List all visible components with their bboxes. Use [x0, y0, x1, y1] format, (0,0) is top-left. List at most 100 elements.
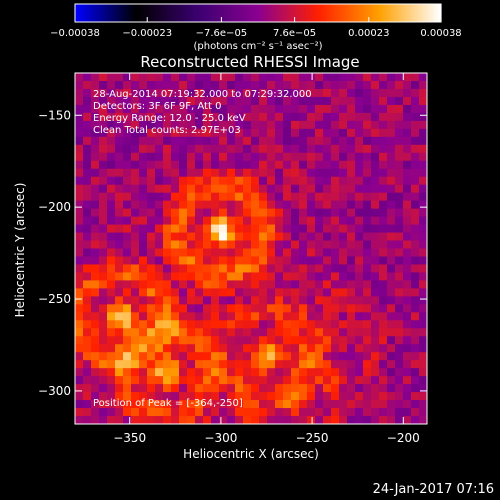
heatmap-cell [211, 152, 220, 162]
heatmap-cell [131, 296, 140, 305]
heatmap-cell [187, 320, 196, 329]
heatmap-cell [203, 88, 212, 98]
heatmap-cell [331, 160, 340, 170]
heatmap-cell [411, 360, 420, 369]
heatmap-cell [299, 296, 308, 305]
heatmap-cell [115, 360, 124, 369]
heatmap-cell [355, 176, 364, 186]
heatmap-cell [131, 304, 140, 313]
heatmap-cell [315, 120, 324, 130]
heatmap-cell [163, 304, 172, 313]
heatmap-cell [83, 368, 92, 377]
heatmap-cell [363, 104, 372, 114]
heatmap-cell [147, 336, 156, 345]
heatmap-cell [187, 144, 196, 154]
heatmap-cell [123, 400, 132, 409]
heatmap-cell [147, 400, 156, 409]
heatmap-cell [307, 256, 316, 265]
heatmap-cell [275, 376, 284, 385]
heatmap-cell [355, 160, 364, 170]
heatmap-cell [291, 160, 300, 170]
heatmap-cell [107, 176, 116, 186]
heatmap-cell [299, 352, 308, 361]
heatmap-cell [339, 88, 348, 98]
colorbar-segment [393, 4, 396, 22]
heatmap-cell [155, 168, 164, 178]
heatmap-cell [283, 232, 292, 242]
heatmap-cell [163, 280, 172, 289]
heatmap-cell [419, 232, 428, 242]
heatmap-cell [171, 360, 180, 369]
heatmap-cell [107, 360, 116, 369]
heatmap-cell [315, 104, 324, 114]
heatmap-cell [211, 224, 220, 234]
heatmap-cell [107, 184, 116, 194]
heatmap-cell [179, 200, 188, 210]
heatmap-cell [147, 416, 156, 425]
heatmap-cell [155, 216, 164, 226]
heatmap-cell [187, 304, 196, 313]
heatmap-cell [347, 112, 356, 122]
colorbar-segment [215, 4, 218, 22]
heatmap-cell [131, 264, 140, 273]
colorbar-tick-label: 0.00023 [348, 28, 389, 39]
heatmap-cell [395, 272, 404, 281]
heatmap-cell [323, 176, 332, 186]
heatmap-cell [379, 384, 388, 393]
heatmap-cell [83, 240, 92, 249]
heatmap-cell [395, 144, 404, 154]
heatmap-cell [75, 280, 84, 289]
heatmap-cell [395, 280, 404, 289]
heatmap-cell [235, 392, 244, 401]
heatmap-cell [83, 400, 92, 409]
heatmap-cell [395, 344, 404, 353]
heatmap-cell [363, 88, 372, 98]
heatmap-cell [107, 192, 116, 202]
heatmap-cell [387, 400, 396, 409]
heatmap-cell [131, 240, 140, 249]
heatmap-cell [419, 216, 428, 226]
heatmap-cell [403, 296, 412, 305]
heatmap-cell [291, 296, 300, 305]
heatmap-cell [243, 368, 252, 377]
heatmap-cell [403, 120, 412, 130]
colorbar-segment [307, 4, 310, 22]
heatmap-cell [331, 136, 340, 146]
heatmap-cell [275, 208, 284, 218]
heatmap-cell [91, 248, 100, 257]
heatmap-cell [395, 128, 404, 138]
heatmap-cell [283, 328, 292, 337]
heatmap-cell [107, 160, 116, 170]
heatmap-cell [251, 216, 260, 226]
heatmap-cell [307, 384, 316, 393]
colorbar-segment [303, 4, 306, 22]
heatmap-cell [315, 336, 324, 345]
heatmap-cell [83, 96, 92, 106]
heatmap-cell [155, 312, 164, 321]
heatmap-cell [75, 328, 84, 337]
heatmap-cell [307, 320, 316, 329]
heatmap-cell [75, 368, 84, 377]
heatmap-cell [275, 184, 284, 194]
heatmap-cell [387, 216, 396, 226]
heatmap-cell [291, 264, 300, 273]
heatmap-cell [347, 96, 356, 106]
heatmap-cell [347, 272, 356, 281]
heatmap-cell [147, 328, 156, 337]
heatmap-cell [403, 280, 412, 289]
heatmap-cell [387, 256, 396, 265]
heatmap-cell [251, 168, 260, 178]
heatmap-cell [339, 328, 348, 337]
heatmap-cell [403, 168, 412, 178]
colorbar-segment [403, 4, 406, 22]
colorbar-segment [103, 4, 106, 22]
heatmap-cell [291, 88, 300, 98]
heatmap-cell [419, 400, 428, 409]
heatmap-cell [163, 232, 172, 242]
heatmap-cell [139, 88, 148, 98]
heatmap-cell [259, 400, 268, 409]
heatmap-cell [299, 336, 308, 345]
heatmap-cell [387, 384, 396, 393]
colorbar-segment [399, 4, 402, 22]
heatmap-cell [371, 408, 380, 417]
